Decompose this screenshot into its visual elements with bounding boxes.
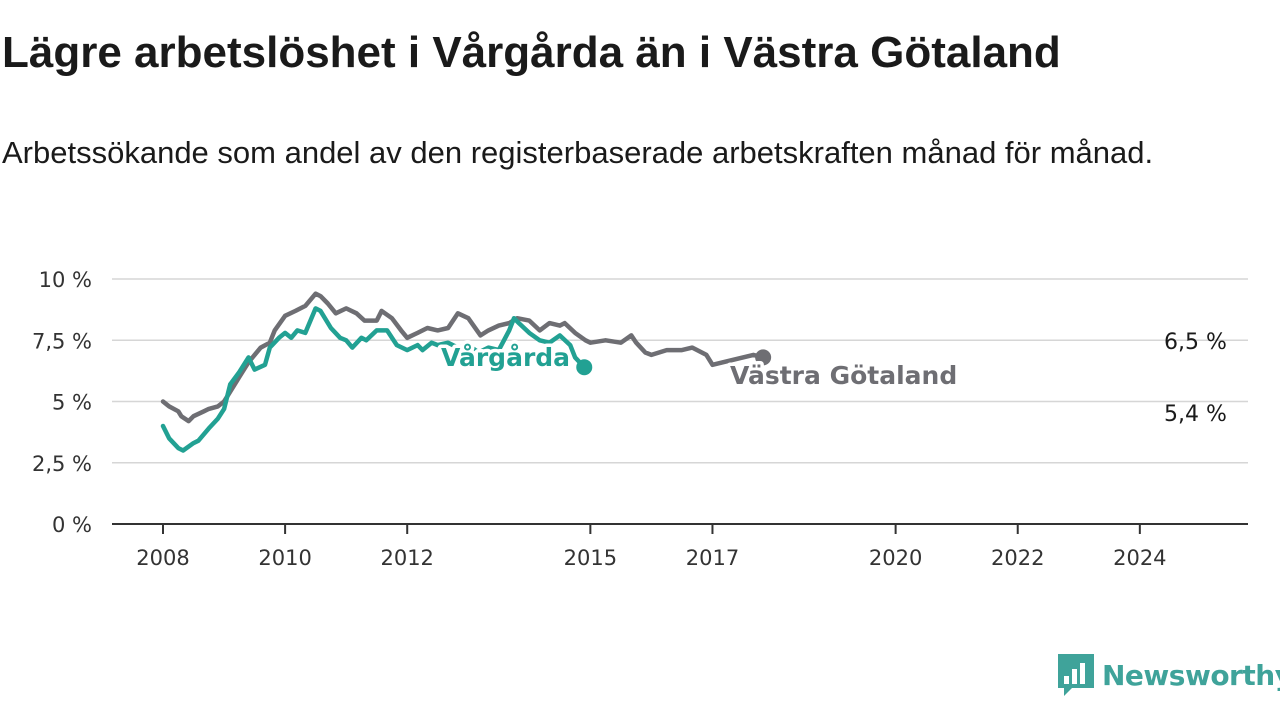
chart-title: Lägre arbetslöshet i Vårgårda än i Västr… xyxy=(2,28,1061,77)
y-tick-label: 10 % xyxy=(39,268,92,292)
y-tick-label: 7,5 % xyxy=(32,329,92,353)
y-tick-label: 2,5 % xyxy=(32,452,92,476)
grid-lines xyxy=(112,278,1248,464)
chart-subtitle: Arbetssökande som andel av den registerb… xyxy=(2,135,1154,170)
x-tick-label: 2012 xyxy=(380,546,433,570)
x-tick-label: 2022 xyxy=(991,546,1044,570)
x-tick-label: 2010 xyxy=(258,546,311,570)
line-chart: 0 % 2,5 % 5 % 7,5 % 10 % 2008 2010 2012 2015 201… xyxy=(32,268,1248,570)
series-label-vargarda: Vårgårda xyxy=(441,343,570,372)
series-end-point-1 xyxy=(576,359,593,376)
series-end-point-0 xyxy=(755,349,772,366)
x-tick-label: 2020 xyxy=(869,546,922,570)
x-axis: 2008 2010 2012 2015 2017 2020 2022 2024 xyxy=(112,523,1248,570)
end-label-vargarda: 5,4 % xyxy=(1164,402,1227,427)
series-line-1 xyxy=(160,306,587,453)
y-tick-label: 5 % xyxy=(52,391,92,415)
x-tick-label: 2015 xyxy=(564,546,617,570)
x-tick-label: 2008 xyxy=(136,546,189,570)
series-labels: Västra Götaland Vårgårda 6,5 % 5,4 % xyxy=(438,330,1227,427)
newsworthy-logo-icon xyxy=(1058,654,1094,696)
y-tick-label: 0 % xyxy=(52,513,92,537)
series-label-vastra-gotaland: Västra Götaland xyxy=(730,361,957,390)
y-axis: 0 % 2,5 % 5 % 7,5 % 10 % xyxy=(32,268,92,537)
series-lines xyxy=(160,291,772,453)
x-tick-label: 2017 xyxy=(686,546,739,570)
series-line-0 xyxy=(160,291,766,424)
x-tick-label: 2024 xyxy=(1113,546,1166,570)
end-label-vastra-gotaland: 6,5 % xyxy=(1164,330,1227,355)
newsworthy-logo[interactable]: Newsworthy xyxy=(1058,654,1280,696)
brand-name: Newsworthy xyxy=(1102,658,1280,692)
